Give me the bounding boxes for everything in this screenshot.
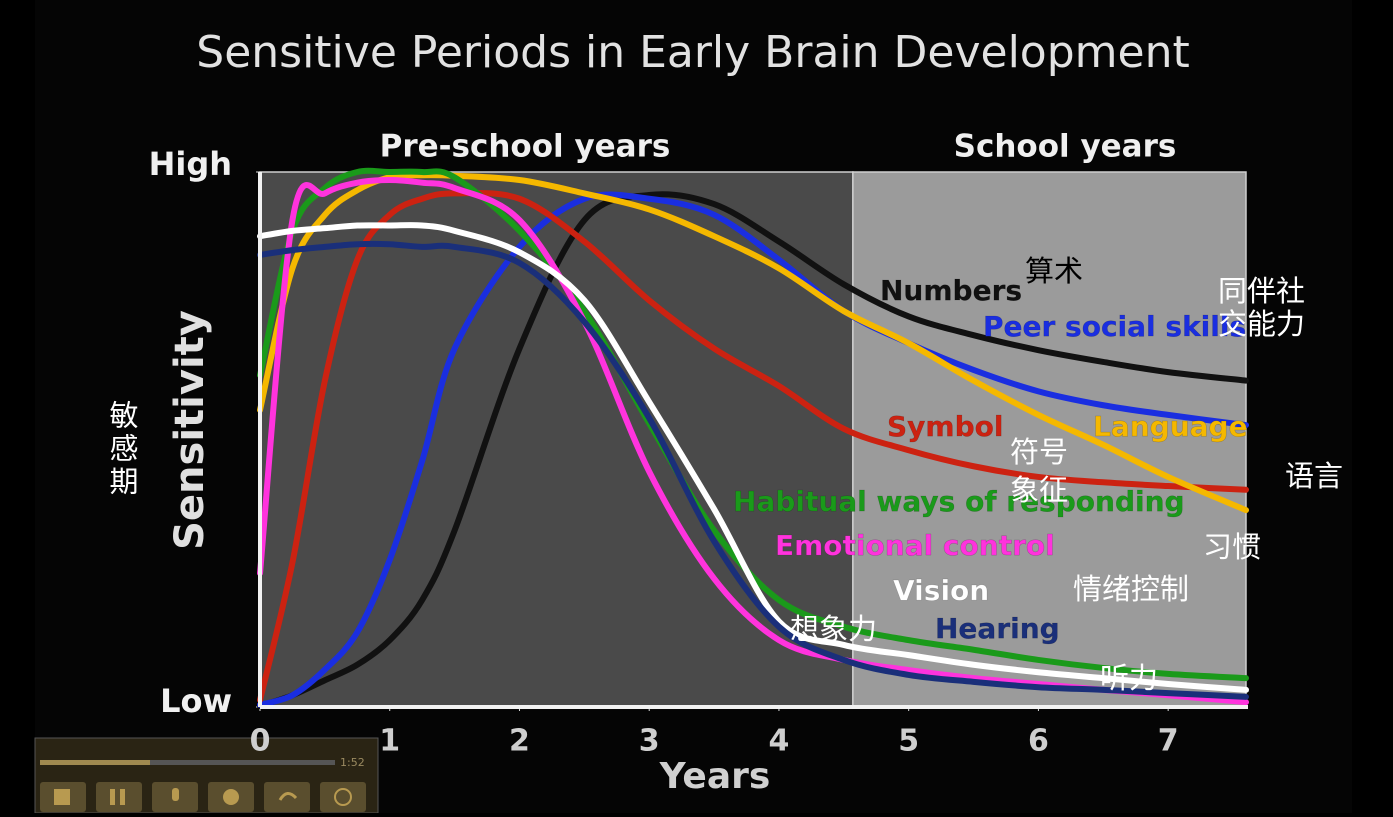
y-axis-label: Sensitivity bbox=[167, 310, 213, 550]
pause-button[interactable] bbox=[96, 782, 142, 812]
annotation: 交能力 bbox=[1218, 307, 1305, 341]
region-label: School years bbox=[954, 129, 1177, 165]
series-label: Peer social skills bbox=[983, 310, 1246, 343]
x-tick-label: 3 bbox=[639, 724, 660, 759]
x-tick-label: 4 bbox=[769, 724, 790, 759]
series-label: Language bbox=[1093, 410, 1248, 443]
series-line bbox=[257, 172, 1249, 514]
x-tick-label: 2 bbox=[509, 724, 530, 759]
annotation: 习惯 bbox=[1203, 530, 1261, 564]
y-tick-label: Low bbox=[160, 682, 232, 720]
player-controls: 1:52 bbox=[34, 737, 379, 814]
stop-icon bbox=[54, 789, 70, 805]
x-tick-label: 7 bbox=[1158, 724, 1179, 759]
series-label: Numbers bbox=[880, 274, 1022, 307]
series-label: Hearing bbox=[935, 612, 1060, 645]
undo-icon bbox=[278, 792, 298, 801]
annotation: 象征 bbox=[1010, 473, 1068, 507]
series-label: Vision bbox=[893, 574, 989, 607]
x-tick-label: 1 bbox=[379, 724, 400, 759]
close-button[interactable] bbox=[320, 782, 366, 812]
close-icon bbox=[334, 788, 352, 806]
region bbox=[852, 171, 1247, 708]
progress-fill bbox=[40, 760, 150, 765]
pause-icon bbox=[110, 789, 115, 805]
annotation: 语言 bbox=[1285, 459, 1343, 493]
series-label: Habitual ways of responding bbox=[733, 485, 1185, 518]
annotation: 听力 bbox=[1100, 661, 1158, 695]
annotation: 想象力 bbox=[790, 612, 877, 646]
annotation: 敏感期 bbox=[105, 400, 139, 499]
series-line bbox=[257, 240, 1249, 700]
chart-title: Sensitive Periods in Early Brain Develop… bbox=[196, 27, 1189, 78]
x-tick-label: 6 bbox=[1028, 724, 1049, 759]
pause-icon bbox=[120, 789, 125, 805]
annotation: 情绪控制 bbox=[1073, 572, 1189, 606]
series-line bbox=[257, 191, 1249, 708]
series-label: Emotional control bbox=[775, 529, 1055, 562]
x-axis-label: Years bbox=[659, 756, 771, 797]
series-line bbox=[257, 222, 1249, 693]
region-label: Pre-school years bbox=[380, 129, 671, 165]
plot bbox=[256, 167, 1249, 711]
user-icon bbox=[223, 789, 239, 805]
annotation: 同伴社 bbox=[1218, 274, 1305, 308]
series-line bbox=[257, 189, 1249, 704]
mic-icon bbox=[172, 788, 179, 801]
y-tick-label: High bbox=[149, 145, 232, 183]
annotation: 符号 bbox=[1010, 435, 1068, 469]
series-label: Symbol bbox=[887, 410, 1003, 443]
x-tick-label: 0 bbox=[250, 724, 271, 759]
player-time: 1:52 bbox=[340, 756, 365, 769]
x-tick-label: 5 bbox=[898, 724, 919, 759]
series-line bbox=[257, 177, 1249, 706]
undo-button[interactable] bbox=[264, 782, 310, 812]
progress-track[interactable] bbox=[40, 760, 335, 765]
annotation: 算术 bbox=[1025, 254, 1083, 288]
